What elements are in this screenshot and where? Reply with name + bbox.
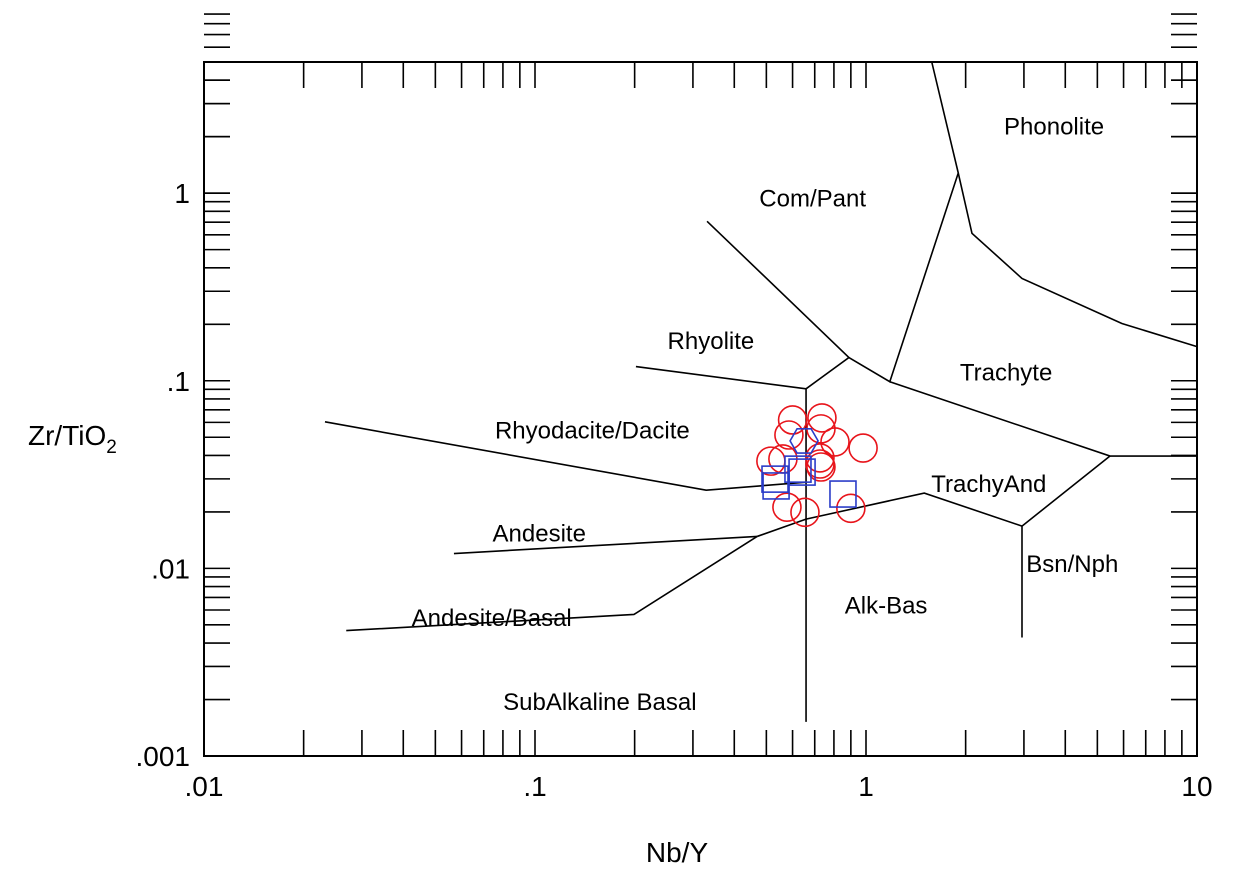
square-point xyxy=(829,480,857,508)
square-point xyxy=(788,458,816,486)
circle-point xyxy=(836,493,866,524)
y-tick-label: .01 xyxy=(151,553,190,584)
circle-point xyxy=(807,403,837,433)
field-boundary-line xyxy=(635,365,807,390)
field-label: SubAlkaline Basal xyxy=(503,689,696,716)
circle-point xyxy=(848,433,878,463)
field-boundary-line xyxy=(453,535,758,555)
x-tick-label: .01 xyxy=(185,771,224,802)
circle-point xyxy=(774,420,804,450)
field-boundary-line xyxy=(324,421,807,492)
axis-ticks xyxy=(203,13,1197,757)
square-point xyxy=(762,472,790,500)
y-tick-label: 1 xyxy=(174,178,190,209)
circle-point xyxy=(772,492,802,522)
field-label: Bsn/Nph xyxy=(1026,551,1118,578)
field-label: Phonolite xyxy=(1004,113,1104,140)
circle-point xyxy=(790,497,820,528)
x-tick-label: 10 xyxy=(1181,771,1212,802)
field-label: Rhyodacite/Dacite xyxy=(495,417,690,444)
field-label: Andesite/Basal xyxy=(412,605,572,632)
x-tick-label: 1 xyxy=(858,771,874,802)
plot-frame xyxy=(203,61,1198,757)
y-axis-title-sub: 2 xyxy=(106,437,117,458)
y-axis-title-main: Zr/TiO xyxy=(28,420,106,451)
data-points xyxy=(756,403,878,528)
field-boundary-line xyxy=(957,172,1198,348)
field-boundary-line xyxy=(848,61,960,383)
y-axis-title: Zr/TiO2 xyxy=(28,420,117,458)
circle-point xyxy=(777,405,808,435)
circle-point xyxy=(806,452,836,482)
x-axis-title: Nb/Y xyxy=(646,837,709,868)
field-label: Rhyolite xyxy=(668,328,755,355)
x-tick-label: .1 xyxy=(523,771,546,802)
field-label: Andesite xyxy=(493,521,586,548)
field-boundary-line xyxy=(346,535,758,632)
field-label: Trachyte xyxy=(960,360,1052,387)
field-label: TrachyAnd xyxy=(931,471,1046,498)
circle-point xyxy=(820,427,850,457)
square-point xyxy=(761,465,789,493)
tick-labels: .01.1 1 10.001.01.11 xyxy=(136,178,1213,802)
hexagon-point xyxy=(789,427,819,454)
square-point xyxy=(784,455,812,483)
field-label: Com/Pant xyxy=(759,185,866,212)
circle-point xyxy=(805,443,835,473)
field-boundary-line xyxy=(889,380,1197,457)
field-boundary-line xyxy=(706,220,851,390)
field-label: Alk-Bas xyxy=(845,593,928,620)
field-labels: Phonolite Com/Pant Rhyolite Trachyte Rhyodac… xyxy=(412,113,1119,716)
y-tick-label: .1 xyxy=(167,366,190,397)
field-boundary-line xyxy=(756,492,1023,538)
y-tick-label: .001 xyxy=(136,741,191,772)
circle-point xyxy=(805,449,835,479)
